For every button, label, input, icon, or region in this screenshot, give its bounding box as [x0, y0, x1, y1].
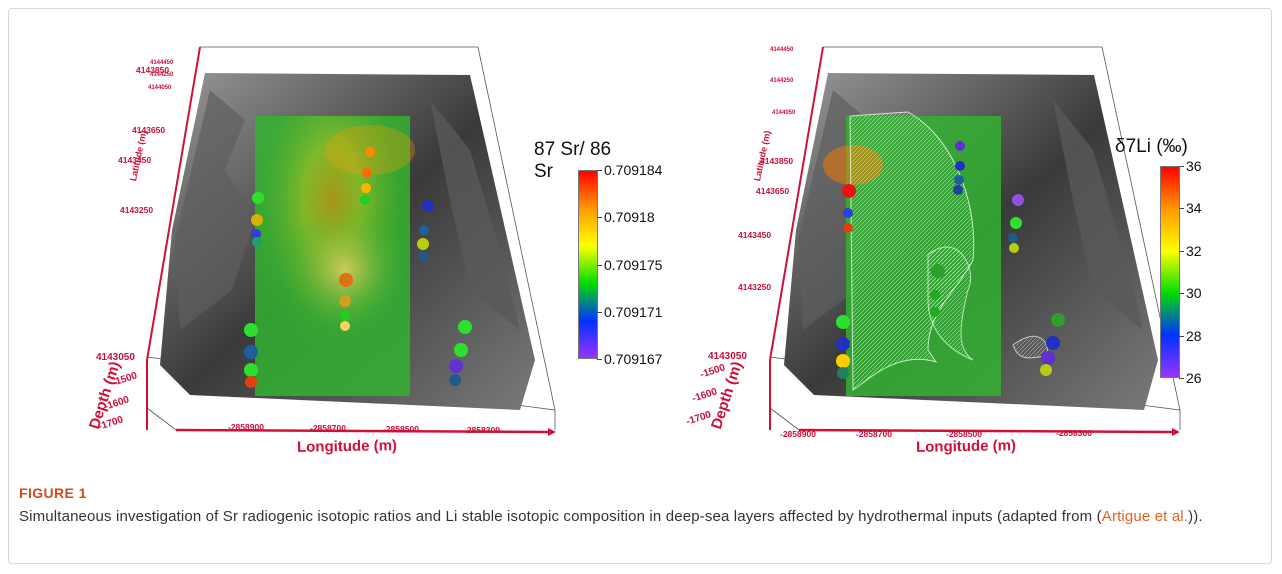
latitude-tick-label: 4144250 — [150, 72, 174, 78]
colorbar-tick-label: 34 — [1179, 200, 1202, 217]
latitude-tick-label: 4144050 — [148, 85, 172, 91]
figure-panel-sr: 87 Sr/ 86 Sr 0.709184 0.70918 0.709175 0.70… — [0, 30, 662, 456]
latitude-tick-label: 4143850 — [136, 65, 170, 75]
li-3d-plot — [769, 46, 1181, 436]
longitude-tick-label: -2858900 — [780, 429, 816, 439]
colorbar-tick-label: 0.709175 — [596, 256, 663, 273]
latitude-tick-label: 4143450 — [738, 230, 772, 240]
longitude-tick-label: -2858500 — [383, 424, 419, 434]
colorbar — [1160, 166, 1180, 378]
sample-spheres — [244, 147, 472, 388]
citation-link[interactable]: Artigue et al. — [1101, 508, 1189, 525]
latitude-tick-label: 4143650 — [756, 186, 790, 196]
latitude-tick-label: 4144250 — [770, 78, 794, 84]
longitude-axis-title: Longitude (m) — [296, 437, 398, 456]
latitude-tick-label: 4143050 — [96, 352, 135, 363]
colorbar-title: δ7Li (‰) — [1115, 136, 1188, 157]
colorbar-tick-label: 0.709171 — [596, 303, 663, 320]
longitude-axis-title: Longitude (m) — [915, 437, 1017, 456]
colorbar-tick-label: 32 — [1179, 242, 1202, 259]
latitude-tick-label: 4144450 — [770, 47, 794, 53]
latitude-tick-label: 4143650 — [132, 125, 166, 135]
colorbar-tick-label: 36 — [1179, 158, 1202, 174]
caption-text: Simultaneous investigation of Sr radioge… — [19, 508, 1102, 525]
colorbar-tick-label: 30 — [1179, 285, 1202, 302]
longitude-tick-label: -2858300 — [464, 425, 500, 435]
latitude-tick-label: 4144450 — [150, 60, 174, 66]
latitude-tick-label: 4143250 — [738, 282, 772, 292]
colorbar-tick-label: 26 — [1179, 370, 1202, 386]
figure-caption: Simultaneous investigation of Sr radioge… — [19, 506, 1259, 527]
longitude-axis-line — [798, 428, 1173, 434]
colorbar — [578, 170, 598, 359]
longitude-tick-label: -2858700 — [856, 429, 892, 439]
colorbar-tick-label: 28 — [1179, 327, 1202, 344]
latitude-tick-label: 4144050 — [772, 110, 796, 116]
longitude-tick-label: -2858300 — [1056, 428, 1092, 438]
longitude-tick-label: -2858700 — [310, 423, 346, 433]
colorbar-title: 87 Sr/ 86 Sr — [534, 139, 612, 182]
colorbar-tick-label: 0.70918 — [597, 209, 655, 226]
latitude-axis-line — [146, 46, 201, 361]
latitude-tick-label: 4143250 — [120, 205, 154, 215]
sample-spheres — [836, 141, 1065, 379]
sr-3d-plot — [146, 46, 556, 436]
caption-text-end: )). — [1188, 508, 1203, 525]
longitude-axis-line — [175, 428, 549, 434]
figure-frame — [8, 8, 1272, 564]
colorbar-tick-label: 0.709167 — [596, 351, 663, 367]
longitude-tick-label: -2858500 — [946, 429, 982, 439]
figure-label: FIGURE 1 — [19, 485, 87, 501]
longitude-tick-label: -2858900 — [228, 422, 264, 432]
latitude-tick-label: 4143050 — [708, 351, 747, 362]
latitude-tick-label: 4143450 — [118, 155, 152, 165]
colorbar-tick-label: 0.709184 — [596, 162, 663, 178]
figure-panel-li: δ7Li (‰) 36 34 32 30 28 26 Longitude (m) Dept… — [628, 30, 1248, 456]
latitude-axis-line — [769, 46, 824, 361]
latitude-tick-label: 4143850 — [760, 156, 794, 166]
